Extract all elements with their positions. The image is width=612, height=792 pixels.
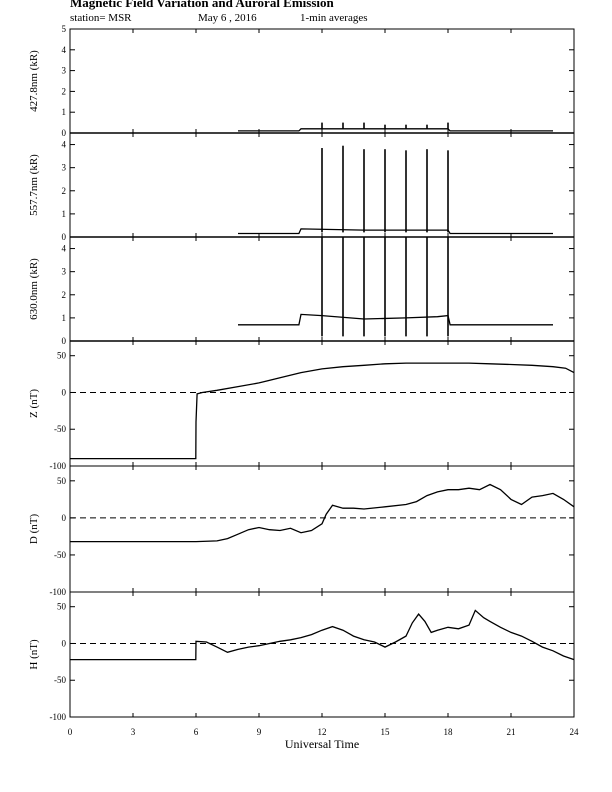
y-tick-label: 50 bbox=[57, 476, 67, 486]
x-tick-label: 0 bbox=[68, 727, 73, 737]
y-axis-label: 630.0nm (kR) bbox=[28, 258, 40, 320]
y-tick-label: 2 bbox=[62, 186, 67, 196]
averaging-label: 1-min averages bbox=[300, 12, 368, 24]
y-axis-label: H (nT) bbox=[28, 639, 40, 670]
y-tick-label: 5 bbox=[62, 24, 67, 34]
y-tick-label: 3 bbox=[62, 267, 67, 277]
x-tick-label: 3 bbox=[131, 727, 136, 737]
x-tick-label: 24 bbox=[570, 727, 580, 737]
y-tick-label: 0 bbox=[62, 387, 67, 397]
panel-2 bbox=[69, 132, 575, 238]
series-line bbox=[238, 313, 553, 326]
panel-frame bbox=[69, 28, 575, 134]
y-tick-label: -100 bbox=[50, 712, 67, 722]
y-tick-label: 2 bbox=[62, 86, 67, 96]
series-line bbox=[70, 362, 575, 460]
series-line bbox=[238, 128, 553, 132]
y-tick-label: 0 bbox=[62, 336, 67, 346]
y-tick-label: 3 bbox=[62, 66, 67, 76]
y-tick-label: 4 bbox=[62, 244, 67, 254]
y-axis-label: 427.8nm (kR) bbox=[28, 50, 40, 112]
panel-3 bbox=[69, 236, 575, 342]
series-line bbox=[70, 483, 575, 543]
y-tick-label: -50 bbox=[54, 675, 66, 685]
y-axis-label: Z (nT) bbox=[28, 389, 40, 418]
series-line bbox=[238, 228, 553, 235]
y-tick-label: 2 bbox=[62, 290, 67, 300]
y-tick-label: 0 bbox=[62, 232, 67, 242]
x-tick-label: 15 bbox=[381, 727, 391, 737]
y-tick-label: 1 bbox=[62, 313, 67, 323]
x-tick-label: 18 bbox=[444, 727, 454, 737]
x-tick-label: 6 bbox=[194, 727, 199, 737]
panel-frame bbox=[69, 340, 575, 467]
x-tick-label: 9 bbox=[257, 727, 262, 737]
x-tick-label: 12 bbox=[318, 727, 327, 737]
panel-6 bbox=[69, 591, 575, 718]
panel-4 bbox=[69, 340, 575, 467]
y-axis-label: D (nT) bbox=[28, 514, 40, 545]
date-label: May 6 , 2016 bbox=[198, 12, 257, 24]
x-tick-label: 21 bbox=[507, 727, 516, 737]
y-tick-label: 50 bbox=[57, 602, 67, 612]
series-line bbox=[70, 609, 575, 661]
y-tick-label: -100 bbox=[50, 587, 67, 597]
panel-frame bbox=[69, 591, 575, 718]
panel-frame bbox=[69, 465, 575, 593]
y-tick-label: 0 bbox=[62, 513, 67, 523]
y-tick-label: 1 bbox=[62, 209, 67, 219]
panel-1 bbox=[69, 28, 575, 134]
y-tick-label: -50 bbox=[54, 550, 66, 560]
y-tick-label: 1 bbox=[62, 107, 67, 117]
chart-title: Magnetic Field Variation and Auroral Emi… bbox=[70, 0, 334, 10]
station-label: station= MSR bbox=[70, 12, 132, 24]
y-tick-label: 4 bbox=[62, 140, 67, 150]
panel-5 bbox=[69, 465, 575, 593]
y-tick-label: 0 bbox=[62, 638, 67, 648]
y-tick-label: -50 bbox=[54, 424, 66, 434]
y-tick-label: 4 bbox=[62, 45, 67, 55]
x-axis-label: Universal Time bbox=[285, 737, 359, 751]
y-tick-label: -100 bbox=[50, 461, 67, 471]
y-tick-label: 3 bbox=[62, 163, 67, 173]
y-tick-label: 0 bbox=[62, 128, 67, 138]
y-axis-label: 557.7nm (kR) bbox=[28, 154, 40, 216]
y-tick-label: 50 bbox=[57, 351, 67, 361]
